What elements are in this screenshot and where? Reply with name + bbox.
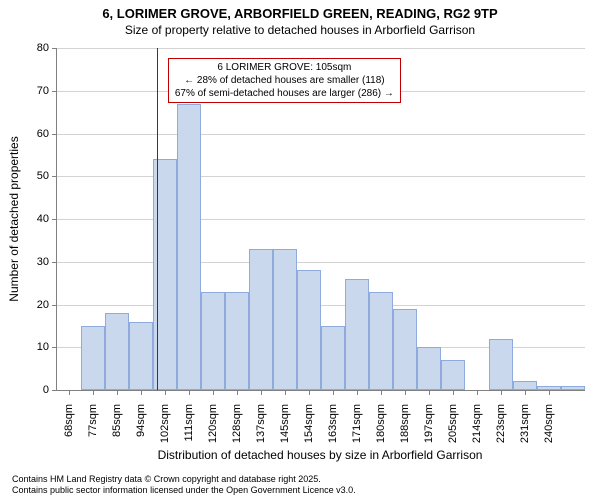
histogram-bar [201,292,225,390]
histogram-bar [81,326,105,390]
histogram-bar [297,270,321,390]
y-tick-label: 60 [37,128,57,140]
histogram-bar [129,322,153,390]
plot-area: 0102030405060708068sqm77sqm85sqm94sqm102… [56,48,585,391]
grid-line [57,176,585,177]
x-tick-label: 188sqm [399,396,411,443]
x-tick-label: 180sqm [375,396,387,443]
x-tick [405,390,406,395]
y-axis-title: Number of detached properties [7,136,21,301]
y-tick-label: 30 [37,256,57,268]
grid-line [57,134,585,135]
x-tick [309,390,310,395]
histogram-bar [393,309,417,390]
x-tick [381,390,382,395]
x-tick-label: 77sqm [87,396,99,437]
x-tick-label: 145sqm [279,396,291,443]
annotation-line: 6 LORIMER GROVE: 105sqm [175,61,394,74]
x-tick [117,390,118,395]
x-tick-label: 223sqm [495,396,507,443]
histogram-bar [345,279,369,390]
x-tick-label: 85sqm [111,396,123,437]
annotation-box: 6 LORIMER GROVE: 105sqm← 28% of detached… [168,58,401,103]
y-tick-label: 0 [43,384,57,396]
histogram-bar [489,339,513,390]
x-axis-title: Distribution of detached houses by size … [158,448,483,462]
histogram-bar [225,292,249,390]
y-tick-label: 20 [37,299,57,311]
x-tick [189,390,190,395]
x-tick-label: 120sqm [207,396,219,443]
x-tick-label: 205sqm [447,396,459,443]
x-tick-label: 163sqm [327,396,339,443]
footer: Contains HM Land Registry data © Crown c… [12,474,356,496]
x-tick [285,390,286,395]
page-subtitle: Size of property relative to detached ho… [0,23,600,37]
histogram-bar [321,326,345,390]
grid-line [57,262,585,263]
x-tick-label: 68sqm [63,396,75,437]
histogram-bar [249,249,273,390]
histogram-bar [105,313,129,390]
x-tick-label: 111sqm [183,396,195,442]
x-tick [525,390,526,395]
grid-line [57,48,585,49]
x-tick-label: 214sqm [471,396,483,443]
x-tick-label: 240sqm [543,396,555,443]
histogram-bar [177,104,201,390]
histogram-bar [441,360,465,390]
y-tick-label: 80 [37,42,57,54]
y-tick-label: 50 [37,170,57,182]
x-tick-label: 154sqm [303,396,315,443]
grid-line [57,219,585,220]
histogram-bar [273,249,297,390]
x-tick [549,390,550,395]
x-tick [165,390,166,395]
x-tick [429,390,430,395]
x-tick-label: 94sqm [135,396,147,437]
y-tick-label: 10 [37,341,57,353]
x-tick [453,390,454,395]
x-tick-label: 231sqm [519,396,531,443]
footer-line: Contains HM Land Registry data © Crown c… [12,474,356,485]
histogram-bar [513,381,537,390]
annotation-line: ← 28% of detached houses are smaller (11… [175,74,394,87]
histogram-bar [561,386,585,390]
x-tick [141,390,142,395]
x-tick-label: 197sqm [423,396,435,443]
y-tick-label: 70 [37,85,57,97]
annotation-line: 67% of semi-detached houses are larger (… [175,87,394,100]
x-tick [357,390,358,395]
x-tick [261,390,262,395]
x-tick [477,390,478,395]
x-tick-label: 171sqm [351,396,363,443]
footer-line: Contains public sector information licen… [12,485,356,496]
page-title: 6, LORIMER GROVE, ARBORFIELD GREEN, READ… [0,0,600,23]
x-tick [93,390,94,395]
x-tick [501,390,502,395]
histogram-bar [417,347,441,390]
histogram-bar [369,292,393,390]
chart-container: 6, LORIMER GROVE, ARBORFIELD GREEN, READ… [0,0,600,500]
x-tick [237,390,238,395]
x-tick [333,390,334,395]
x-tick-label: 128sqm [231,396,243,443]
grid-line [57,305,585,306]
x-tick [69,390,70,395]
x-tick-label: 102sqm [159,396,171,443]
x-tick-label: 137sqm [255,396,267,443]
x-tick [213,390,214,395]
y-tick-label: 40 [37,213,57,225]
reference-line [157,48,158,390]
